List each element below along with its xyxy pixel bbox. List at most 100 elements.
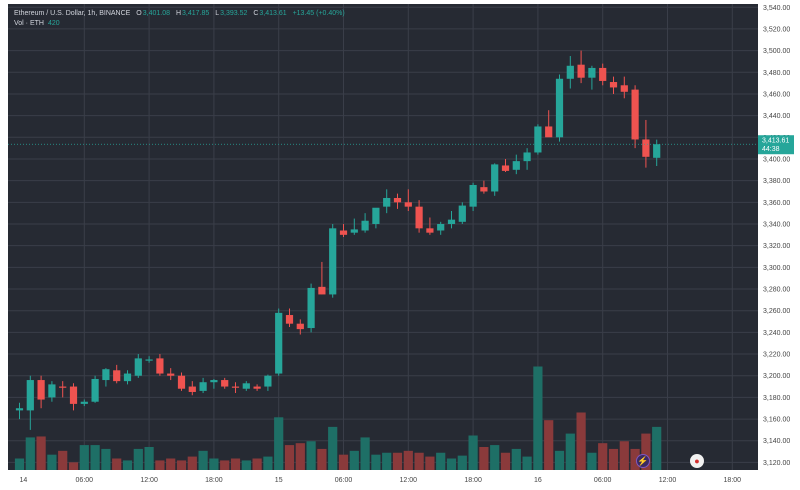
candle-body [231,386,240,388]
time-tick-label: 06:00 [594,477,612,484]
price-tick-label: 3,240.00 [763,330,790,337]
volume-bar [608,448,619,470]
change-value: +13.45 (+0.40%) [292,10,345,17]
time-tick-label: 12:00 [400,477,418,484]
legend-ohlc-row: Ethereum / U.S. Dollar, 1h, BINANCE O3,4… [14,9,345,19]
candle-body [156,358,164,374]
last-price-countdown: 44:38 [762,146,780,153]
candle-body [91,378,99,402]
time-tick-label: 06:00 [335,477,353,484]
volume-bar [446,458,457,470]
candle-body [350,229,358,233]
volume-bar [479,447,489,470]
volume-bar [14,458,25,470]
time-tick-label: 15 [275,477,283,484]
candle-body [221,380,229,387]
candle-body [26,380,34,411]
time-tick-label: 14 [20,477,28,484]
candle-body [339,230,348,235]
volume-bar [652,426,662,470]
price-tick-label: 3,480.00 [763,70,790,77]
volume-bar [166,458,176,470]
volume-bar [274,417,284,470]
candle-body [620,85,628,92]
symbol-label: Ethereum / U.S. Dollar, 1h, BINANCE [14,10,131,17]
chart-legend: Ethereum / U.S. Dollar, 1h, BINANCE O3,4… [14,9,345,29]
candle-body [404,202,412,207]
candle-body [383,197,391,207]
volume-bar [198,450,208,470]
flag-symbol: ● [694,456,700,466]
candle-body [393,197,402,203]
open-label: O [136,10,142,17]
price-tick-label: 3,440.00 [763,113,790,120]
candle-body [188,386,196,392]
candle-body [501,165,510,171]
volume-bar [436,452,446,470]
volume-bar [565,433,575,470]
candle-body [15,408,24,411]
volume-bar [306,441,316,470]
candle-body [577,64,585,78]
candle-body [480,187,488,192]
open-value: 3,401.08 [142,10,170,17]
candle-body [69,386,78,404]
candle-series [15,50,661,430]
price-tick-label: 3,220.00 [763,352,790,359]
candle-body [199,382,207,391]
volume-bar [457,455,467,470]
candle-body [167,373,175,376]
price-tick-label: 3,340.00 [763,221,790,228]
volume-bar [403,450,413,470]
volume-bar [414,452,424,470]
volume-bar [47,454,57,470]
volume-bar [511,448,521,470]
candle-body [296,323,304,330]
price-tick-label: 3,260.00 [763,308,790,315]
volume-bar [360,437,370,470]
last-price-badge [758,135,794,155]
time-tick-label: 18:00 [205,477,223,484]
volume-value: 420 [47,20,60,27]
volume-bar [500,452,511,470]
volume-bar [576,412,586,470]
volume-bar [176,460,187,470]
volume-bar [468,435,478,470]
lightning-symbol: ⚡ [637,456,649,466]
candle-body [242,383,250,389]
candle-body [123,373,132,382]
volume-bar [209,458,219,470]
candle-body [210,380,218,383]
volume-bar [338,454,349,470]
price-tick-label: 3,320.00 [763,243,790,250]
volume-bar [241,460,251,470]
chart-frame[interactable]: 3,540.00 3,520.00 3,500.00 3,480.00 3,460.00… [8,4,794,486]
volume-bar [317,448,327,470]
volume-bar [392,452,403,470]
high-value: 3,417.85 [182,10,210,17]
candle-body [253,386,261,389]
price-tick-label: 3,200.00 [763,373,790,380]
candle-body [59,386,67,388]
volume-bar [641,433,651,470]
candle-body [275,312,283,374]
plot-background [8,4,758,470]
volume-bar [598,443,608,470]
volume-bar [587,452,597,470]
candle-body [426,228,434,233]
volume-label: Vol · ETH [14,20,44,27]
price-tick-label: 3,500.00 [763,48,790,55]
high-label: H [175,10,181,17]
candle-body [102,369,110,381]
candle-body [642,139,650,157]
lightning-icon[interactable]: ⚡ [636,454,650,468]
price-tick-label: 3,280.00 [763,287,790,294]
price-tick-label: 3,300.00 [763,265,790,272]
price-chart[interactable]: 3,540.00 3,520.00 3,500.00 3,480.00 3,460.00… [8,4,794,486]
candle-body [566,65,574,79]
us-flag-icon[interactable]: ● [690,454,704,468]
candle-body [264,375,272,387]
candle-body [447,219,456,224]
volume-bar [144,447,154,470]
volume-bar [90,445,100,470]
